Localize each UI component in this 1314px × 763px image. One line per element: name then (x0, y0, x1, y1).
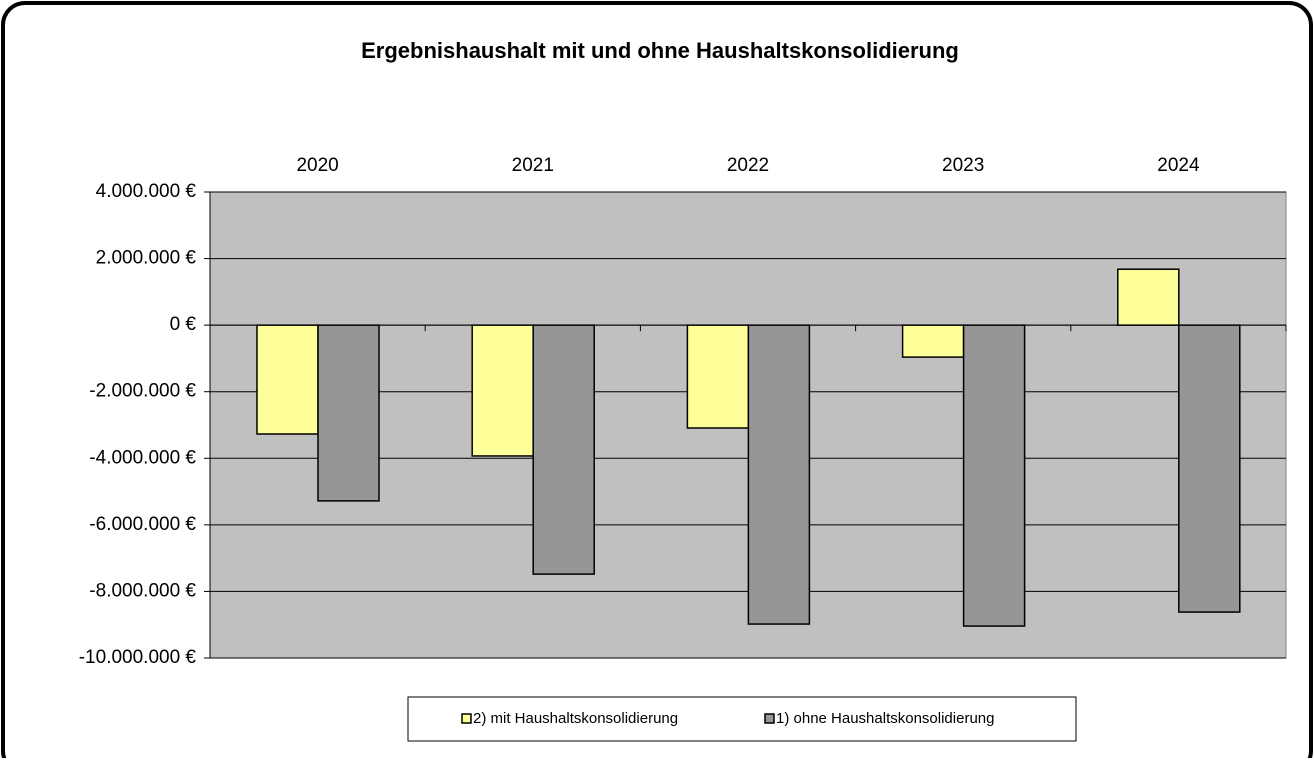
bar (901, 324, 965, 358)
bar (686, 324, 750, 429)
x-tick-label: 2024 (1157, 155, 1200, 176)
legend (407, 696, 1077, 742)
chart-title: Ergebnishaushalt mit und ohne Haushaltsk… (361, 38, 959, 63)
bar (532, 324, 595, 575)
x-tick-label: 2023 (942, 155, 984, 176)
bar (1117, 268, 1180, 326)
legend-label: 1) ohne Haushaltskonsolidierung (776, 710, 994, 727)
y-tick-label: -6.000.000 € (89, 514, 196, 535)
x-tick-label: 2021 (512, 155, 554, 176)
bar (256, 324, 319, 435)
y-tick-label: -4.000.000 € (89, 447, 196, 468)
y-tick-label: 4.000.000 € (96, 181, 197, 202)
y-tick-label: 0 € (170, 314, 197, 335)
legend-swatch (461, 713, 472, 724)
bar (747, 324, 811, 625)
legend-label: 2) mit Haushaltskonsolidierung (473, 710, 678, 727)
bar (1178, 324, 1241, 613)
bar (471, 324, 534, 457)
bar (317, 324, 380, 502)
legend-swatch (764, 713, 775, 724)
x-tick-label: 2022 (727, 155, 769, 176)
x-tick-label: 2020 (296, 155, 338, 176)
y-tick-label: -2.000.000 € (89, 381, 196, 402)
y-tick-label: -10.000.000 € (79, 647, 197, 668)
y-tick-label: 2.000.000 € (96, 248, 197, 269)
y-tick-label: -8.000.000 € (89, 580, 196, 601)
bar (962, 324, 1026, 627)
